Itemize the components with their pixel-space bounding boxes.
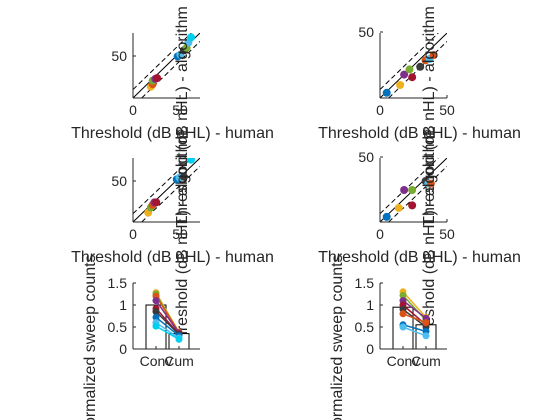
bars-e-pair-line-2 [155,295,180,333]
scatter-c-point-7 [179,172,188,181]
bars-f-pair-line-2 [402,300,427,319]
bars-e-pair-line-5 [155,311,180,336]
bars-f-y-tick-label-3: 1.5 [355,275,375,291]
scatter-a-x-axis-title: Threshold (dB nHL) - human [71,125,274,142]
bars-e-pair-conv-point-6 [152,313,160,321]
scatter-b-point-5 [416,62,425,71]
scatter-a-upper-bound-line [133,33,192,90]
bars-f-y-tick-label-2: 1 [366,297,374,313]
bars-e-pair-line-8 [155,325,180,340]
scatter-b-point-0 [382,88,391,97]
scatter-c-x-tick-label-1: 50 [172,226,188,242]
scatter-d-point-0 [382,212,391,221]
scatter-c-upper-bound-line [133,158,192,215]
scatter-c-point-4 [152,198,161,207]
bars-f-pair-line-7 [402,326,427,337]
scatter-d-point-4 [408,201,417,210]
scatter-d-x-tick-label-0: 0 [376,226,384,242]
bars-e-y-axis-title: Normalized sweep counts [82,254,99,420]
scatter-b-y-tick-label-0: 50 [358,24,374,40]
bars-f-x-tick-label-cum: Cum [411,353,441,369]
scatter-b-point-1 [396,81,405,89]
scatter-a-point-10 [187,33,196,42]
scatter-b-upper-bound-line [380,33,439,90]
scatter-b-identity-line [380,33,447,98]
bars-e-y-tick-label-0: 0 [119,341,127,357]
bars-f-pair-line-1 [402,294,427,321]
bars-e-y-tick-label-2: 1 [119,297,127,313]
bars-e-y-tick-label-3: 1.5 [108,275,128,291]
bars-f-x-tick-label-conv: Conv [387,353,420,369]
scatter-c-identity-line [133,158,200,222]
scatter-c-point-8 [187,158,196,164]
scatter-a-point-4 [153,74,162,83]
scatter-b-point-4 [408,73,417,82]
scatter-c-y-tick-label-0: 50 [111,173,127,189]
scatter-a-x-tick-label-1: 50 [172,102,188,118]
scatter-d-point-2 [400,186,409,194]
scatter-c-x-axis-title: Threshold (dB nHL) - human [71,249,274,266]
scatter-b-x-tick-label-0: 0 [376,102,384,118]
scatter-b-point-8 [429,51,438,60]
bars-f-pair-conv-point-7 [399,323,407,331]
scatter-d-x-axis-title: Threshold (dB nHL) - human [318,249,521,266]
bars-f-pair-line-6 [402,324,427,333]
scatter-d-point-1 [394,203,403,212]
bars-f-y-tick-label-1: 0.5 [355,319,375,335]
bars-e-pair-line-6 [155,316,180,337]
scatter-d-lower-bound-line [388,165,447,222]
bars-f-y-tick-label-0: 0 [366,341,374,357]
bars-e-pair-conv-point-8 [152,322,160,330]
scatter-d-point-3 [408,186,417,194]
scatter-b-x-axis-title: Threshold (dB nHL) - human [318,125,521,142]
scatter-b-point-2 [400,70,409,79]
scatter-d-y-tick-label-0: 50 [358,149,374,165]
bars-f-pair-cum-point-5 [422,319,430,327]
scatter-b-point-3 [405,65,414,74]
bars-f-pair-conv-point-5 [399,310,407,318]
scatter-a-lower-bound-line [141,41,200,98]
bars-e-pair-conv-point-3 [152,297,160,305]
scatter-a-x-tick-label-0: 0 [129,102,137,118]
bars-f-pair-line-5 [402,313,427,324]
bars-f-y-axis-title: Normalized sweep counts [329,254,346,420]
bars-e-pair-conv-point-5 [152,308,160,316]
bars-f-pair-line-0 [402,291,427,318]
bars-e-pair-line-7 [155,321,180,339]
scatter-d-point-7 [426,179,435,188]
scatter-c-lower-bound-line [141,165,200,222]
bars-f-pair-conv-point-1 [399,291,407,299]
scatter-c-x-tick-label-0: 0 [129,226,137,242]
scatter-d-y-axis-title: Threshold (dB nHL) - algorithm [421,130,438,350]
scatter-a-y-tick-label-0: 50 [111,48,127,64]
scatter-b-x-tick-label-1: 50 [439,102,455,118]
scatter-d-upper-bound-line [380,158,439,215]
scatter-c-y-axis-title: Threshold (dB nHL) - algorithm [174,130,191,350]
bars-e-pair-cum-point-8 [175,335,183,343]
bars-e-pair-line-3 [155,300,180,334]
bars-e-x-tick-label-conv: Conv [140,353,173,369]
bars-f-pair-cum-point-7 [422,332,430,340]
scatter-d-x-tick-label-1: 50 [439,226,455,242]
bars-e-x-tick-label-cum: Cum [164,353,194,369]
bars-e-y-tick-label-1: 0.5 [108,319,128,335]
